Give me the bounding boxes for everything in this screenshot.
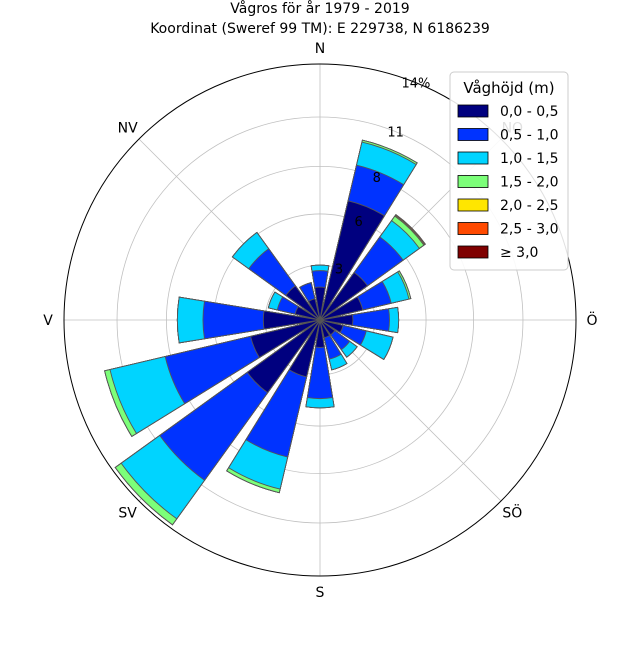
rose-bar-segment [202,300,321,340]
chart-subtitle: Koordinat (Sweref 99 TM): E 229738, N 61… [150,21,490,37]
rose-bar-segment [250,319,321,359]
legend-swatch [457,222,489,235]
direction-label: Ö [586,311,597,329]
rose-bar-segment [246,319,321,394]
direction-label: V [43,313,53,329]
rose-bar-segment [294,305,321,321]
legend-swatch [457,175,489,188]
direction-label: NV [118,121,138,137]
rose-bar-segment [319,319,344,334]
legend-label: ≥ 3,0 [500,245,538,261]
legend-swatch [457,104,489,118]
rose-bar-segment [288,319,321,378]
radial-tick-label: 6 [354,215,362,230]
legend: Våghöjd (m) 0,0 - 0,5 0,5 - 1,0 1,0 - 1,5 1,… [449,71,569,271]
legend-label: 2,5 - 3,0 [500,222,558,238]
legend-label: 1,5 - 2,0 [500,175,558,191]
radial-tick-label: 3 [335,262,343,277]
direction-label: N [315,41,325,57]
legend-swatch [457,128,489,141]
rose-bar-segment [319,271,369,321]
radial-tick-label: 11 [387,125,404,140]
legend-title: Våghöjd (m) [463,79,554,97]
direction-label: S [316,585,325,601]
legend-label: 0,0 - 0,5 [500,104,558,120]
legend-swatch [457,198,489,212]
legend-swatch [457,151,489,165]
direction-label: SÖ [502,503,522,521]
rose-bar-segment [314,286,326,321]
direction-label: SV [118,505,137,521]
rose-bar-segment [262,310,321,330]
radial-tick-label: 8 [373,171,381,186]
rose-bar-segment [319,200,386,321]
rose-bar-segment [315,319,325,348]
legend-label: 1,0 - 1,5 [500,151,558,167]
rose-bar-segment [319,296,364,321]
legend-label: 0,5 - 1,0 [500,128,558,144]
rose-bar-segment [319,314,354,326]
legend-label: 2,0 - 2,5 [500,198,558,214]
legend-swatch [457,245,489,259]
rose-bars [104,139,426,526]
outer-circle [63,63,577,577]
rose-bar-segment [285,285,321,321]
rose-bar-segment [307,298,321,321]
legend-box [449,71,569,271]
chart-title: Vågros för år 1979 - 2019 [230,0,409,17]
